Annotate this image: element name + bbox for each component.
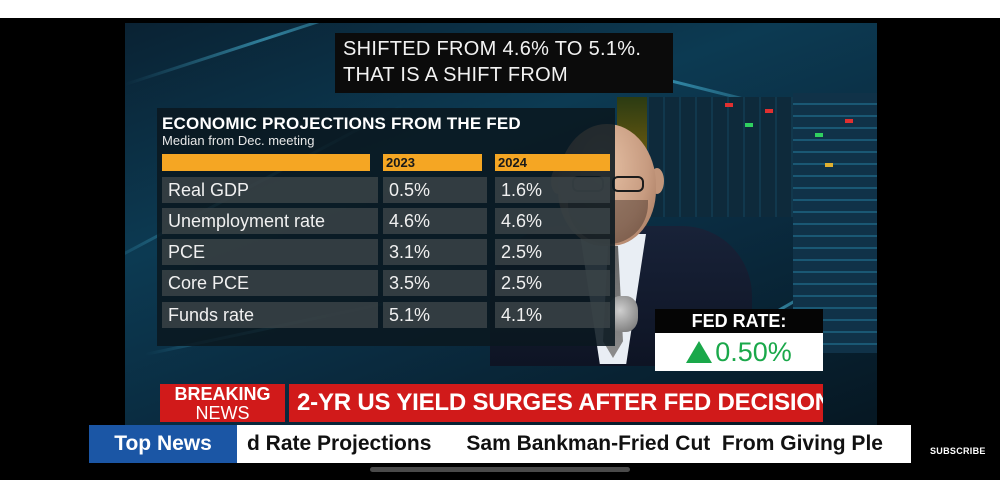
screen-chip	[825, 163, 833, 167]
video-progress-bar[interactable]	[370, 467, 630, 472]
table-row: Core PCE 3.5% 2.5%	[157, 270, 615, 298]
breaking-news-badge: BREAKING NEWS	[160, 384, 285, 422]
value-2023: 3.1%	[383, 239, 487, 265]
fed-rate-label: FED RATE:	[655, 309, 823, 333]
value-2024: 1.6%	[495, 177, 610, 203]
projections-subtitle: Median from Dec. meeting	[162, 133, 315, 148]
news-ticker: Top News d Rate Projections Sam Bankman-…	[89, 425, 911, 463]
row-label: Real GDP	[162, 177, 378, 203]
value-2023: 4.6%	[383, 208, 487, 234]
value-2024: 4.6%	[495, 208, 610, 234]
up-arrow-icon	[686, 341, 713, 363]
economic-projections-table: ECONOMIC PROJECTIONS FROM THE FED Median…	[157, 108, 615, 346]
table-row: Real GDP 0.5% 1.6%	[157, 177, 615, 205]
screen-chip	[845, 119, 853, 123]
value-2023: 5.1%	[383, 302, 487, 328]
breaking-headline: 2-YR US YIELD SURGES AFTER FED DECISION	[289, 384, 823, 422]
table-row: Unemployment rate 4.6% 4.6%	[157, 208, 615, 236]
ticker-label: Top News	[89, 425, 237, 463]
screen-chip	[725, 103, 733, 107]
header-2024-cell: 2024	[495, 154, 610, 171]
caption-line-1: SHIFTED FROM 4.6% TO 5.1%.	[343, 38, 642, 60]
fed-rate-value-box: 0.50%	[655, 333, 823, 371]
screen-chip	[765, 109, 773, 113]
fed-rate-value: 0.50%	[715, 337, 792, 367]
header-2023: 2023	[386, 155, 415, 170]
value-2024: 2.5%	[495, 239, 610, 265]
subscribe-button[interactable]: SUBSCRIBE	[930, 446, 986, 456]
header-2024: 2024	[498, 155, 527, 170]
screen-chip	[815, 133, 823, 137]
row-label: Core PCE	[162, 270, 378, 296]
header-label-cell	[162, 154, 370, 171]
row-label: PCE	[162, 239, 378, 265]
ticker-text: d Rate Projections Sam Bankman-Fried Cut…	[247, 432, 883, 455]
value-2024: 4.1%	[495, 302, 610, 328]
value-2023: 3.5%	[383, 270, 487, 296]
table-row: Funds rate 5.1% 4.1%	[157, 302, 615, 330]
table-row: PCE 3.1% 2.5%	[157, 239, 615, 267]
projections-title: ECONOMIC PROJECTIONS FROM THE FED	[162, 114, 521, 133]
breaking-label: BREAKING	[174, 384, 271, 404]
screen-chip	[745, 123, 753, 127]
row-label: Unemployment rate	[162, 208, 378, 234]
caption-line-2: THAT IS A SHIFT FROM	[343, 64, 568, 86]
closed-caption: SHIFTED FROM 4.6% TO 5.1%. THAT IS A SHI…	[335, 33, 673, 93]
value-2023: 0.5%	[383, 177, 487, 203]
news-label: NEWS	[195, 403, 250, 423]
row-label: Funds rate	[162, 302, 378, 328]
header-2023-cell: 2023	[383, 154, 482, 171]
value-2024: 2.5%	[495, 270, 610, 296]
